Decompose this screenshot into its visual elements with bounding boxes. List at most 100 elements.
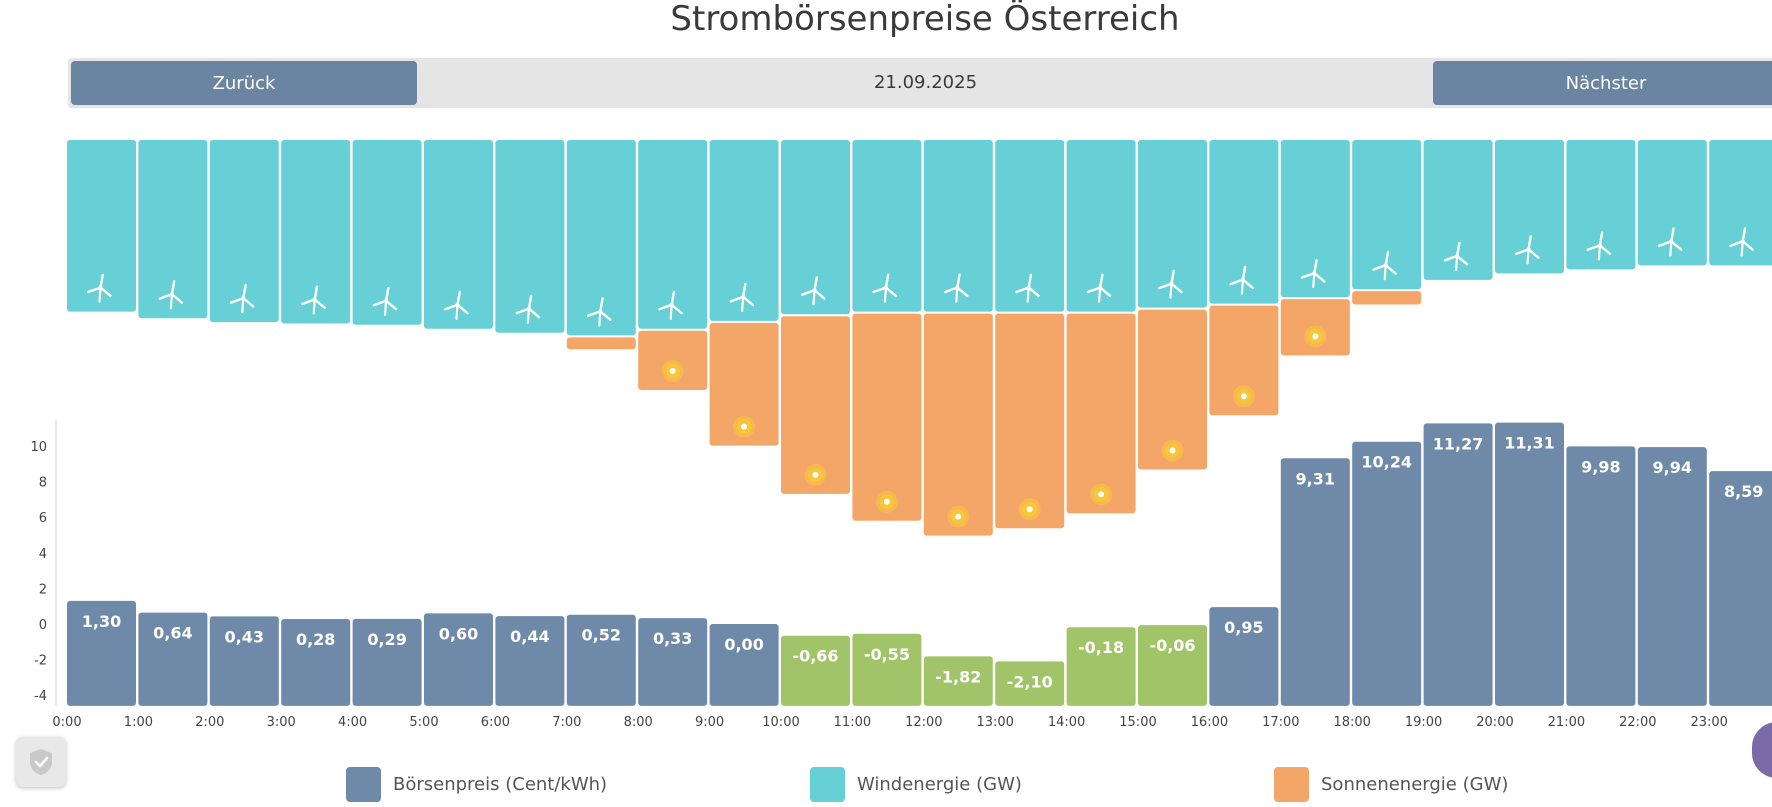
wind-turbine-icon (372, 286, 398, 316)
price-bar (566, 614, 636, 706)
price-bar (1566, 446, 1636, 706)
wind-bar (1280, 140, 1350, 298)
x-tick-label: 22:00 (1619, 715, 1656, 730)
sun-icon (1161, 439, 1184, 462)
wind-turbine-icon (872, 273, 898, 303)
price-bar (709, 624, 779, 706)
wind-turbine-icon (729, 282, 755, 312)
wind-turbine-icon (1300, 259, 1326, 289)
x-tick-label: 3:00 (267, 715, 296, 730)
legend-label-solar: Sonnenenergie (GW) (1321, 773, 1509, 795)
wind-turbine-icon (87, 273, 112, 303)
x-tick-label: 19:00 (1405, 715, 1442, 730)
x-tick-label: 7:00 (552, 715, 581, 730)
legend-swatch-solar (1274, 766, 1309, 802)
wind-bar (1209, 140, 1279, 304)
wind-bar (281, 140, 351, 324)
price-value-label: 11,31 (1504, 434, 1555, 453)
y-tick-label: -2 (34, 654, 47, 669)
chart-legend: Börsenpreis (Cent/kWh) Windenergie (GW) … (0, 766, 1772, 806)
legend-swatch-price (346, 766, 381, 802)
solar-bar (1209, 305, 1279, 416)
wind-bar (1423, 140, 1493, 280)
price-bar (781, 635, 850, 706)
wind-bar (1495, 140, 1564, 274)
x-tick-label: 14:00 (1048, 715, 1085, 730)
price-bars: 1,30 0,64 0,43 0,28 0,29 0,60 0,44 0,52 0,33 0,00… (67, 422, 1772, 706)
price-bar (1280, 458, 1350, 706)
price-bar (1709, 471, 1772, 706)
price-bar (67, 600, 136, 706)
legend-label-price: Börsenpreis (Cent/kWh) (393, 773, 608, 795)
wind-bar (1138, 140, 1207, 308)
price-value-label: 0,60 (439, 624, 478, 643)
wind-turbine-icon (158, 280, 184, 310)
price-axis: 10 8 6 4 2 0 -2 -4 (30, 420, 57, 705)
wind-turbine-icon (801, 276, 826, 306)
price-value-label: 0,95 (1224, 618, 1263, 637)
solar-bar (709, 322, 779, 446)
price-bar (1352, 441, 1422, 706)
wind-bar (67, 140, 136, 312)
wind-turbine-icon (1086, 273, 1112, 303)
wind-turbine-icon (1372, 251, 1397, 281)
next-button[interactable]: Nächster (1433, 61, 1772, 105)
sun-icon (1018, 498, 1041, 521)
price-value-label: 0,28 (296, 630, 335, 649)
wind-turbine-icon (515, 294, 541, 324)
date-navigation: Zurück 21.09.2025 Nächster (68, 58, 1772, 108)
legend-item-price: Börsenpreis (Cent/kWh) (346, 766, 607, 802)
price-bar (923, 656, 993, 706)
wind-bar (852, 140, 922, 312)
solar-bar (852, 313, 922, 521)
price-bar (424, 613, 493, 706)
y-tick-label: 0 (39, 618, 47, 633)
x-tick-label: 21:00 (1548, 715, 1585, 730)
solar-bar (923, 313, 993, 536)
x-tick-label: 13:00 (976, 715, 1013, 730)
sun-icon (1232, 385, 1255, 408)
x-tick-label: 18:00 (1333, 715, 1370, 730)
x-tick-label: 1:00 (124, 715, 153, 730)
solar-bar (781, 316, 850, 494)
y-tick-label: 2 (39, 582, 47, 597)
x-tick-label: 20:00 (1476, 715, 1513, 730)
wind-turbine-icon (1657, 227, 1683, 257)
page-title: Strombörsenpreise Österreich (670, 0, 1180, 39)
x-tick-label: 8:00 (624, 715, 653, 730)
wind-turbine-icon (658, 290, 683, 320)
price-value-label: 8,59 (1724, 482, 1763, 501)
wind-bar (1352, 140, 1422, 290)
wind-bar (352, 140, 422, 325)
wind-bar (495, 140, 565, 333)
y-tick-label: 10 (30, 440, 47, 455)
back-button[interactable]: Zurück (71, 61, 417, 105)
sun-icon (875, 490, 898, 513)
wind-turbine-icon (1158, 269, 1183, 299)
wind-bar (709, 140, 779, 321)
x-tick-label: 10:00 (762, 715, 799, 730)
x-tick-label: 0:00 (52, 715, 81, 730)
price-bar (495, 616, 565, 706)
price-bar (352, 618, 422, 706)
shield-check-icon[interactable] (16, 737, 66, 787)
price-value-label: -0,18 (1078, 638, 1124, 657)
price-bar (1495, 422, 1564, 706)
x-tick-label: 23:00 (1690, 715, 1727, 730)
price-value-label: 1,30 (82, 612, 121, 631)
legend-item-wind: Windenergie (GW) (810, 766, 1022, 802)
wind-bar (1637, 140, 1707, 266)
wind-turbine-icon (1229, 265, 1255, 295)
price-value-label: 9,98 (1581, 457, 1620, 476)
price-bar (209, 616, 279, 706)
price-bar (995, 661, 1065, 706)
price-value-label: 0,29 (367, 630, 406, 649)
price-value-label: 0,00 (724, 635, 763, 654)
price-value-label: -0,06 (1149, 636, 1195, 655)
wind-turbine-icon (301, 285, 326, 315)
side-widget-tab[interactable] (1752, 722, 1772, 778)
y-tick-label: -4 (34, 689, 47, 704)
price-value-label: 11,27 (1433, 434, 1484, 453)
sun-icon (804, 463, 827, 486)
x-tick-label: 17:00 (1262, 715, 1299, 730)
